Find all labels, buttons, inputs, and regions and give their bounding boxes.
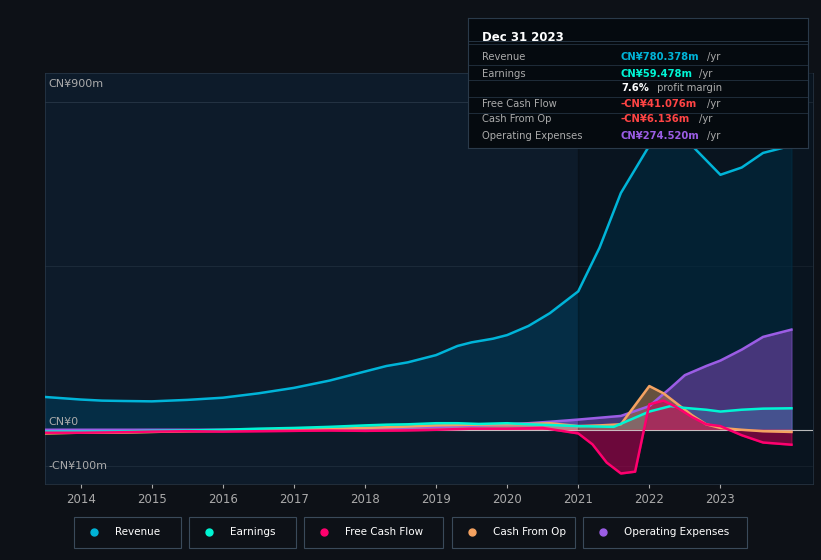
Text: /yr: /yr [707,99,720,109]
Text: profit margin: profit margin [654,83,722,93]
Text: -CN¥100m: -CN¥100m [48,460,108,470]
Text: CN¥780.378m: CN¥780.378m [621,52,699,62]
Text: CN¥274.520m: CN¥274.520m [621,131,699,141]
Text: Revenue: Revenue [115,528,160,537]
Text: CN¥0: CN¥0 [48,417,79,427]
Text: /yr: /yr [707,52,720,62]
Text: /yr: /yr [707,131,720,141]
Text: Cash From Op: Cash From Op [493,528,566,537]
Text: -CN¥6.136m: -CN¥6.136m [621,114,690,124]
Text: Operating Expenses: Operating Expenses [482,131,582,141]
Text: Dec 31 2023: Dec 31 2023 [482,31,563,44]
Text: CN¥900m: CN¥900m [48,79,103,89]
Text: Free Cash Flow: Free Cash Flow [345,528,423,537]
Text: Revenue: Revenue [482,52,525,62]
Text: 7.6%: 7.6% [621,83,649,93]
Text: Earnings: Earnings [230,528,275,537]
Bar [578,73,813,484]
Text: /yr: /yr [699,69,713,79]
Text: /yr: /yr [699,114,713,124]
Text: -CN¥41.076m: -CN¥41.076m [621,99,697,109]
Text: Cash From Op: Cash From Op [482,114,551,124]
Text: CN¥59.478m: CN¥59.478m [621,69,693,79]
Text: Earnings: Earnings [482,69,525,79]
Text: Operating Expenses: Operating Expenses [624,528,729,537]
Text: Free Cash Flow: Free Cash Flow [482,99,557,109]
